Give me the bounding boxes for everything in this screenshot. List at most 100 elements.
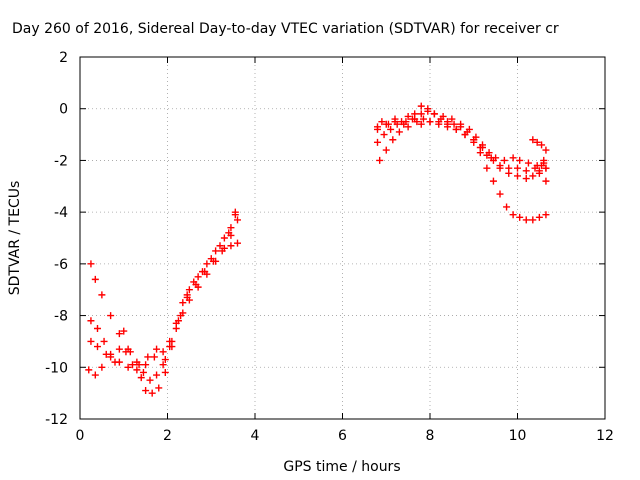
data-point bbox=[216, 242, 224, 250]
data-point bbox=[148, 389, 156, 397]
data-point bbox=[430, 110, 438, 118]
data-point bbox=[234, 216, 241, 224]
data-point bbox=[115, 345, 123, 353]
data-point bbox=[479, 144, 486, 151]
data-point bbox=[115, 330, 123, 338]
data-point bbox=[516, 156, 524, 164]
data-point bbox=[542, 146, 550, 154]
grid bbox=[80, 57, 605, 419]
data-point bbox=[98, 363, 106, 371]
data-point bbox=[424, 107, 432, 115]
data-point bbox=[485, 149, 493, 157]
data-point bbox=[225, 229, 233, 237]
y-axis-label: SDTVAR / TECUs bbox=[7, 181, 23, 296]
x-tick-label: 6 bbox=[338, 428, 347, 444]
y-tick-label: -8 bbox=[54, 309, 68, 325]
data-point bbox=[234, 239, 241, 247]
data-point bbox=[505, 169, 513, 177]
data-point bbox=[444, 120, 451, 128]
data-point bbox=[203, 260, 211, 268]
data-point bbox=[404, 123, 412, 131]
data-point bbox=[509, 211, 517, 219]
data-point bbox=[102, 350, 110, 358]
data-point bbox=[227, 242, 235, 250]
data-point bbox=[417, 102, 425, 110]
data-point bbox=[212, 247, 220, 255]
data-point bbox=[190, 278, 198, 286]
data-point bbox=[94, 343, 101, 351]
data-point bbox=[87, 260, 95, 268]
data-point bbox=[161, 368, 169, 376]
data-point bbox=[450, 120, 458, 128]
data-point bbox=[231, 208, 239, 216]
y-tick-label: 2 bbox=[59, 50, 68, 66]
data-point bbox=[535, 213, 543, 221]
data-point bbox=[85, 366, 93, 374]
data-point bbox=[144, 353, 152, 361]
data-point bbox=[382, 120, 390, 128]
data-point bbox=[94, 325, 101, 332]
data-point bbox=[529, 216, 537, 224]
data-point bbox=[391, 118, 399, 126]
data-point bbox=[533, 138, 541, 146]
data-point bbox=[409, 115, 416, 123]
data-point bbox=[382, 146, 390, 154]
data-point bbox=[496, 164, 504, 172]
data-point bbox=[395, 128, 403, 136]
data-point bbox=[199, 268, 206, 276]
data-point bbox=[426, 118, 434, 126]
data-point bbox=[378, 118, 386, 126]
data-point bbox=[417, 120, 425, 128]
data-point bbox=[100, 337, 108, 345]
x-tick-label: 10 bbox=[509, 428, 527, 444]
data-point bbox=[172, 325, 180, 332]
data-point bbox=[220, 244, 228, 252]
x-tick-label: 8 bbox=[426, 428, 435, 444]
x-tick-label: 2 bbox=[163, 428, 172, 444]
data-point bbox=[155, 384, 163, 392]
data-point bbox=[183, 291, 191, 299]
data-point bbox=[439, 112, 447, 120]
data-point bbox=[153, 345, 161, 353]
data-point bbox=[514, 164, 521, 172]
data-point bbox=[135, 361, 143, 369]
data-point bbox=[487, 154, 495, 162]
x-tick-label: 0 bbox=[76, 428, 85, 444]
data-point bbox=[465, 125, 473, 133]
data-point bbox=[533, 162, 541, 170]
data-point bbox=[476, 149, 484, 157]
data-point bbox=[374, 138, 381, 146]
data-point bbox=[137, 374, 145, 382]
data-point bbox=[203, 270, 211, 278]
data-point bbox=[91, 371, 99, 379]
data-point bbox=[142, 361, 150, 369]
y-tick-label: 0 bbox=[59, 102, 68, 118]
data-point bbox=[185, 296, 193, 304]
data-point bbox=[500, 156, 508, 164]
data-point bbox=[376, 156, 384, 164]
data-point bbox=[107, 312, 115, 320]
data-point bbox=[522, 216, 530, 224]
data-point bbox=[496, 190, 504, 198]
y-tick-label: -10 bbox=[45, 360, 68, 376]
data-point bbox=[522, 175, 530, 183]
data-point bbox=[489, 177, 497, 185]
data-point bbox=[161, 356, 169, 364]
data-point bbox=[374, 123, 381, 131]
data-point bbox=[194, 273, 202, 281]
data-point bbox=[111, 358, 119, 366]
x-tick-label: 4 bbox=[251, 428, 260, 444]
data-point bbox=[542, 211, 550, 219]
data-point bbox=[227, 224, 235, 232]
data-point bbox=[457, 120, 465, 128]
chart-title: Day 260 of 2016, Sidereal Day-to-day VTE… bbox=[12, 21, 559, 37]
data-point bbox=[448, 115, 456, 123]
y-tick-label: -6 bbox=[54, 257, 68, 273]
data-point bbox=[524, 159, 532, 167]
data-point bbox=[153, 371, 161, 379]
data-point bbox=[212, 257, 220, 265]
data-point bbox=[389, 136, 397, 144]
data-point bbox=[452, 125, 460, 133]
y-tick-label: -2 bbox=[54, 153, 68, 169]
